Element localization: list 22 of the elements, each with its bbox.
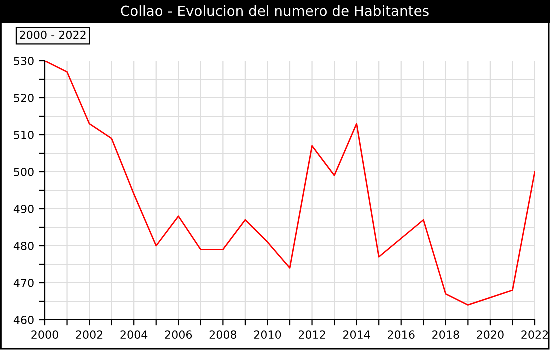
y-tick-label: 470 <box>14 278 34 288</box>
x-tick-label: 2016 <box>388 330 415 340</box>
y-tick-label: 490 <box>14 204 34 214</box>
x-tick-label: 2008 <box>210 330 237 340</box>
x-tick-label: 2002 <box>76 330 103 340</box>
x-tick-label: 2010 <box>254 330 282 340</box>
x-tick-label: 2020 <box>477 330 504 340</box>
chart-title: Collao - Evolucion del numero de Habitantes <box>121 6 429 16</box>
x-tick-label: 2004 <box>120 330 148 340</box>
x-tick-label: 2014 <box>343 330 370 340</box>
x-tick-label: 2022 <box>522 330 548 340</box>
x-tick-label: 2006 <box>165 330 192 340</box>
x-tick-label: 2012 <box>298 330 326 340</box>
y-tick-label: 500 <box>14 168 34 176</box>
x-tick-label: 2000 <box>32 330 58 340</box>
x-tick-label: 2018 <box>432 330 460 340</box>
y-tick-label: 510 <box>14 130 34 140</box>
y-tick-label: 530 <box>14 56 34 66</box>
text: 2000 - 2022 <box>20 30 86 40</box>
y-tick-label: 520 <box>14 94 34 102</box>
y-tick-label: 460 <box>14 316 34 324</box>
y-tick-label: 480 <box>14 242 34 250</box>
